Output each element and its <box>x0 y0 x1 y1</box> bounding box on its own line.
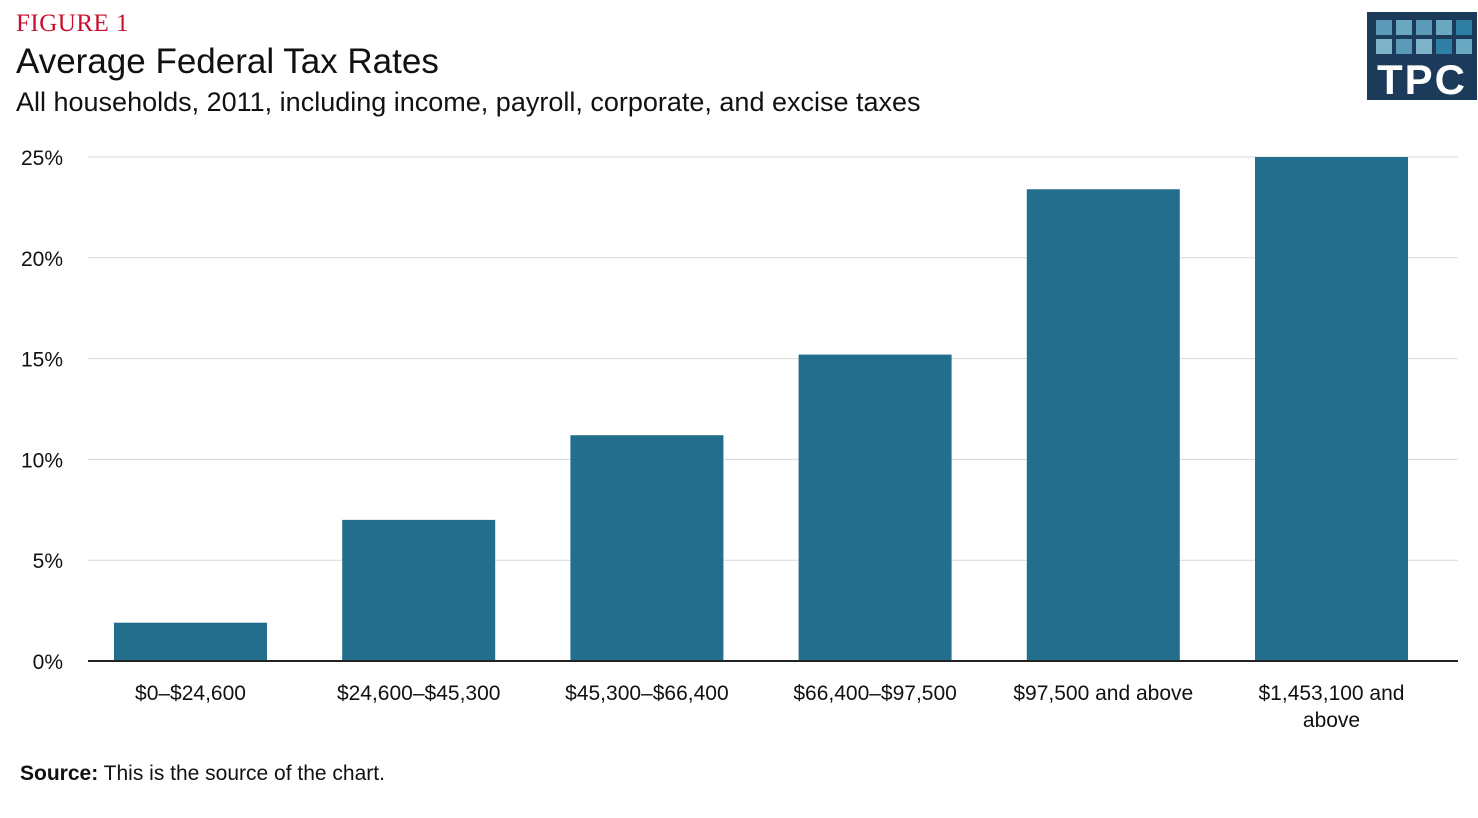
x-tick-label-5: $97,500 and above <box>1013 682 1193 705</box>
bar-2 <box>342 519 496 661</box>
source-text: This is the source of the chart. <box>98 762 385 785</box>
x-tick-label-1: $0–$24,600 <box>135 682 246 705</box>
bar-5 <box>1026 189 1180 662</box>
y-tick-label-15: 15% <box>21 349 63 372</box>
x-tick-label-6-line-1: $1,453,100 and <box>1259 682 1405 705</box>
y-tick-label-0: 0% <box>33 651 63 674</box>
x-tick-label-2: $24,600–$45,300 <box>337 682 501 705</box>
bar-3 <box>570 435 724 661</box>
bar-4 <box>798 354 952 661</box>
x-tick-label-4: $66,400–$97,500 <box>793 682 957 705</box>
logo-grid-icon <box>1376 20 1472 58</box>
chart-title: Average Federal Tax Rates <box>16 42 439 81</box>
y-tick-label-5: 5% <box>33 550 63 573</box>
bar-1 <box>114 622 267 661</box>
bar-chart: 0% 5% 10% 15% 20% 25% $0–$24,600 $24,600–$45,30… <box>21 147 1458 732</box>
y-tick-label-10: 10% <box>21 449 63 472</box>
chart-subtitle: All households, 2011, including income, … <box>16 87 921 117</box>
bar-6 <box>1255 157 1408 661</box>
y-tick-label-25: 25% <box>21 147 63 170</box>
y-tick-label-20: 20% <box>21 248 63 271</box>
source-label: Source: <box>20 762 99 785</box>
figure-label: FIGURE 1 <box>16 10 130 37</box>
source-note: Source: This is the source of the chart. <box>20 762 385 786</box>
tpc-logo: TPC <box>1367 12 1477 103</box>
x-tick-label-3: $45,300–$66,400 <box>565 682 729 705</box>
x-tick-label-6-line-2: above <box>1303 709 1360 732</box>
logo-text: TPC <box>1377 56 1467 103</box>
